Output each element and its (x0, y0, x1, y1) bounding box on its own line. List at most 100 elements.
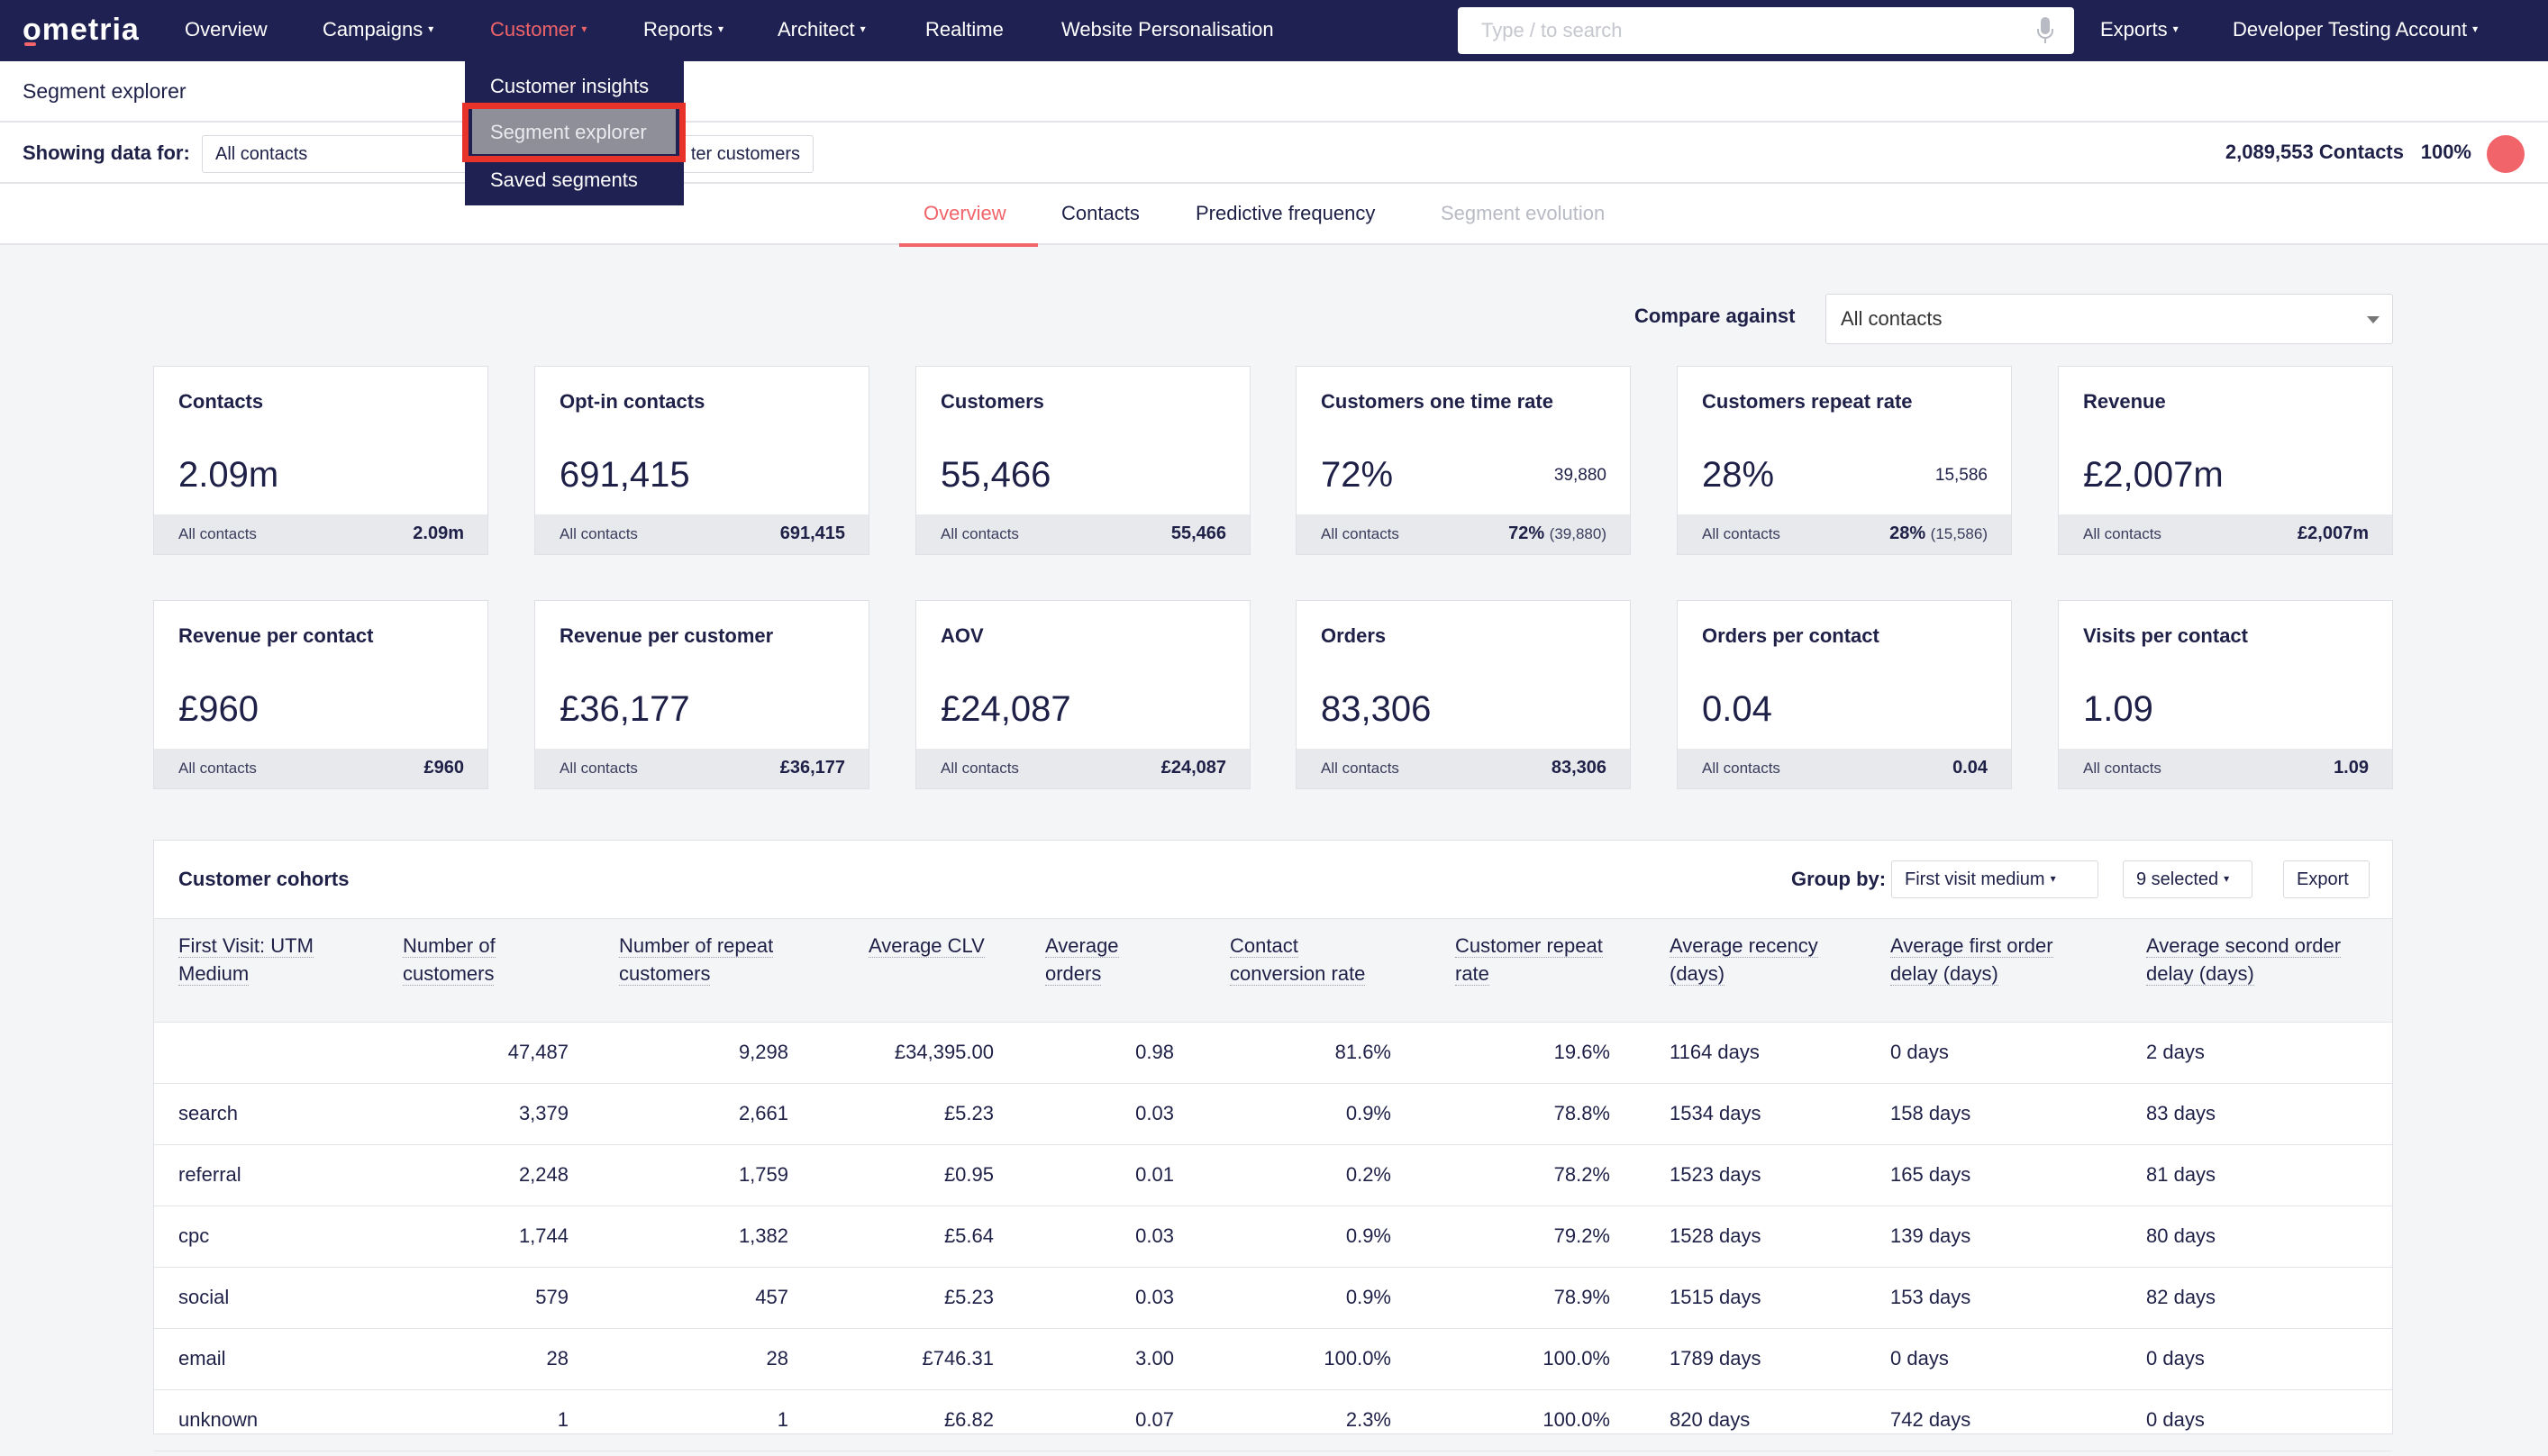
cell-repeat-customers: 1,759 (738, 1163, 788, 1186)
cell-average-clv: £6.82 (943, 1408, 994, 1431)
card-footer-value: 0.04 (1952, 758, 1988, 778)
nav-exports-label: Exports (2100, 18, 2168, 41)
card-footer-value: 28% (15,586) (1889, 523, 1988, 544)
cell-conversion-rate: 0.9% (1345, 1102, 1391, 1124)
cell-average-orders: 3.00 (1135, 1347, 1174, 1370)
nav-realtime[interactable]: Realtime (925, 18, 1004, 41)
nav-website-personalisation[interactable]: Website Personalisation (1061, 18, 1274, 41)
column-header[interactable]: Average CLV (869, 932, 985, 960)
header-line: (days) (1670, 962, 1725, 986)
header-line: Average first order (1890, 934, 2053, 958)
page-title: Segment explorer (23, 79, 187, 103)
account-menu[interactable]: Developer Testing Account ▾ (2233, 0, 2478, 61)
column-header[interactable]: Customer repeat rate (1455, 932, 1603, 987)
card-footer-label: All contacts (1702, 760, 1780, 777)
card-footer-label: All contacts (941, 525, 1019, 542)
column-header[interactable]: Average orders (1045, 932, 1119, 987)
nav-architect-label: Architect (778, 18, 855, 41)
cell-average-orders: 0.03 (1135, 1102, 1174, 1124)
ometria-logo[interactable]: ometria (23, 13, 140, 47)
column-header[interactable]: First Visit: UTM Medium (178, 932, 314, 987)
card-sub-value: 39,880 (1553, 466, 1606, 485)
column-header[interactable]: Average second order delay (days) (2146, 932, 2342, 987)
menu-item-segment-explorer[interactable]: Segment explorer (472, 109, 676, 154)
metric-card: Customers one time rate 72% 39,880 All c… (1296, 366, 1631, 555)
cell-second-order-delay: 2 days (2146, 1041, 2205, 1063)
card-footer-label: All contacts (2083, 760, 2161, 777)
cell-average-orders: 0.07 (1135, 1408, 1174, 1431)
compare-select[interactable]: All contacts (1825, 294, 2393, 344)
card-footer: All contacts 72% (39,880) (1297, 514, 1630, 554)
menu-item-customer-insights[interactable]: Customer insights (490, 75, 650, 97)
column-header[interactable]: Average recency (days) (1670, 932, 1818, 987)
cell-recency: 1789 days (1670, 1347, 1761, 1370)
cell-average-clv: £5.23 (943, 1102, 994, 1124)
showing-data-label: Showing data for: (23, 141, 190, 164)
cell-average-clv: £34,395.00 (894, 1041, 994, 1063)
metric-card: Visits per contact 1.09 All contacts 1.0… (2058, 600, 2393, 789)
chevron-down-icon: ▾ (718, 23, 724, 36)
nav-campaigns[interactable]: Campaigns ▾ (323, 0, 433, 61)
header-line: customers (619, 962, 711, 986)
table-row: search 3,379 2,661 £5.23 0.03 0.9% 78.8% 1534 d… (154, 1084, 2392, 1145)
cell-second-order-delay: 81 days (2146, 1163, 2216, 1186)
card-footer: All contacts 0.04 (1678, 749, 2011, 788)
card-footer-value: 2.09m (413, 523, 464, 543)
search-input[interactable] (1458, 7, 2016, 54)
card-footer: All contacts £960 (154, 749, 487, 788)
card-value: 2.09m (178, 455, 279, 495)
nav-architect[interactable]: Architect ▾ (778, 0, 866, 61)
column-header[interactable]: Number of customers (403, 932, 496, 987)
column-header[interactable]: Average first order delay (days) (1890, 932, 2053, 987)
tab-contacts[interactable]: Contacts (1061, 202, 1140, 224)
card-title: Revenue per contact (178, 624, 374, 647)
chevron-down-icon: ▾ (2050, 871, 2056, 885)
nav-customer[interactable]: Customer ▾ (490, 0, 587, 61)
column-header[interactable]: Number of repeat customers (619, 932, 774, 987)
microphone-icon[interactable] (2036, 16, 2054, 45)
columns-select[interactable]: 9 selected ▾ (2123, 860, 2252, 898)
card-title: Customers repeat rate (1702, 390, 1913, 413)
card-sub-value: 15,586 (1934, 466, 1988, 485)
card-footer-label: All contacts (178, 525, 257, 542)
card-value: 83,306 (1321, 689, 1432, 729)
cell-customers: 47,487 (507, 1041, 569, 1063)
table-row: social 579 457 £5.23 0.03 0.9% 78.9% 1515 days 1… (154, 1268, 2392, 1329)
cell-medium: search (178, 1102, 239, 1124)
compare-label: Compare against (1634, 305, 1796, 327)
column-header[interactable]: Contact conversion rate (1230, 932, 1366, 987)
cohorts-title: Customer cohorts (178, 868, 350, 890)
cell-repeat-rate: 78.8% (1553, 1102, 1610, 1124)
cell-customers: 2,248 (518, 1163, 569, 1186)
cell-repeat-customers: 1 (777, 1408, 788, 1431)
cell-conversion-rate: 2.3% (1345, 1408, 1391, 1431)
chevron-down-icon: ▾ (2472, 23, 2479, 36)
customer-dropdown: Customer insights Segment explorer Saved… (465, 61, 684, 205)
header-line: Customer repeat (1455, 934, 1603, 958)
card-value: £2,007m (2083, 455, 2224, 495)
tab-segment-evolution: Segment evolution (1441, 202, 1606, 224)
nav-overview[interactable]: Overview (185, 18, 268, 41)
export-button[interactable]: Export (2283, 860, 2370, 898)
compare-value: All contacts (1841, 307, 1943, 330)
highlight-box (462, 103, 686, 162)
segment-select[interactable]: All contacts (202, 135, 490, 173)
card-value: £960 (178, 689, 259, 729)
cell-conversion-rate: 81.6% (1334, 1041, 1391, 1063)
tab-overview[interactable]: Overview (924, 202, 1006, 224)
nav-exports[interactable]: Exports ▾ (2100, 0, 2179, 61)
header-line: delay (days) (2146, 962, 2254, 986)
group-by-select[interactable]: First visit medium ▾ (1891, 860, 2098, 898)
cell-repeat-rate: 78.2% (1553, 1163, 1610, 1186)
cell-medium: email (178, 1347, 226, 1370)
card-footer: All contacts £2,007m (2059, 514, 2392, 554)
cell-first-order-delay: 139 days (1890, 1224, 1971, 1247)
metric-card: Customers repeat rate 28% 15,586 All con… (1677, 366, 2012, 555)
tab-predictive-frequency[interactable]: Predictive frequency (1196, 202, 1376, 224)
table-row: 47,487 9,298 £34,395.00 0.98 81.6% 19.6% 1164 … (154, 1023, 2392, 1084)
card-footer-value: £24,087 (1160, 758, 1226, 778)
nav-reports[interactable]: Reports ▾ (643, 0, 723, 61)
menu-item-saved-segments[interactable]: Saved segments (490, 168, 638, 191)
header-line: Average recency (1670, 934, 1818, 958)
cell-average-orders: 0.03 (1135, 1224, 1174, 1247)
